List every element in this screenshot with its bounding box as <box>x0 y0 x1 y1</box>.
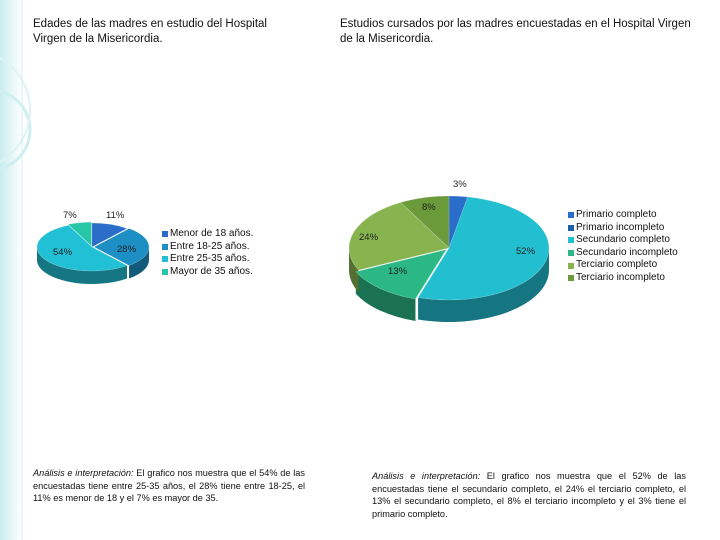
age-pie-legend: Menor de 18 años. Entre 18-25 años. Entre … <box>162 228 253 278</box>
pie1-slice-3 <box>355 249 448 300</box>
pie0-legend-label-3: Mayor de 35 años. <box>170 265 253 277</box>
pie1-legend-swatch-0 <box>568 212 574 219</box>
pie1-legend-item-2: Secundario completo <box>568 234 678 247</box>
analysis-lead-2: Análisis e interpretación: <box>372 471 481 481</box>
pie1-slice-4 <box>348 202 450 271</box>
pie1-legend-label-2: Secundario completo <box>576 234 670 246</box>
pie0-slice-1 <box>93 228 150 266</box>
pie1-legend-item-0: Primario completo <box>568 209 678 222</box>
pie1-value-label-0: 3% <box>453 179 467 190</box>
pie1-slice-2 <box>417 196 550 301</box>
pie0-slice-side-1 <box>129 247 149 279</box>
pie1-value-label-4: 24% <box>359 232 379 243</box>
pie0-legend-swatch-2 <box>162 256 168 263</box>
analysis-paragraph-2: Análisis e interpretación: El grafico no… <box>372 470 686 520</box>
pie0-slice-2 <box>36 224 128 272</box>
pie1-legend-label-0: Primario completo <box>576 209 657 220</box>
chart-2-title: Estudios cursados por las madres encuest… <box>340 18 691 45</box>
pie1-slice-side-4 <box>349 248 359 293</box>
pie1-legend-item-5: Terciario incompleto <box>568 272 678 285</box>
pie1-legend-label-4: Terciario completo <box>576 259 658 271</box>
pie0-legend-item-1: Entre 18-25 años. <box>162 241 253 254</box>
chart-1-title: Edades de las madres en estudio del Hosp… <box>33 18 267 45</box>
pie0-value-label-1: 28% <box>117 244 137 255</box>
analysis-lead-1: Análisis e interpretación: <box>33 468 134 478</box>
pie0-legend-item-3: Mayor de 35 años. <box>162 266 253 279</box>
analysis-text-1: El grafico nos muestra que el 54% de las… <box>33 468 306 503</box>
pie0-legend-item-0: Menor de 18 años. <box>162 228 253 241</box>
pie1-value-label-2: 52% <box>516 246 536 257</box>
pie1-slice-5 <box>400 195 450 249</box>
pie1-legend-swatch-1 <box>568 224 574 231</box>
pie1-legend-swatch-5 <box>568 275 574 282</box>
pie0-legend-swatch-3 <box>162 269 168 276</box>
pie0-legend-swatch-0 <box>162 231 168 238</box>
pie1-legend-item-4: Terciario completo <box>568 259 678 272</box>
pie1-slice-side-2 <box>418 248 549 322</box>
pie0-value-label-3: 7% <box>63 210 77 221</box>
pie1-value-label-3: 13% <box>388 266 408 277</box>
pie0-slice-0 <box>91 222 128 248</box>
pie1-value-label-5: 8% <box>422 202 436 213</box>
pie0-legend-label-0: Menor de 18 años. <box>170 228 254 239</box>
pie1-slice-0 <box>448 195 469 249</box>
pie1-slice-side-3 <box>355 271 416 322</box>
pie0-legend-swatch-1 <box>162 243 168 250</box>
pie0-legend-label-1: Entre 18-25 años. <box>170 240 250 252</box>
analysis-paragraph-1: Análisis e interpretación: El grafico no… <box>33 467 305 505</box>
pie1-legend-item-3: Secundario incompleto <box>568 247 678 260</box>
pie0-legend-label-2: Entre 25-35 años. <box>170 253 250 265</box>
pie1-legend-swatch-2 <box>568 237 574 244</box>
pie1-legend-item-1: Primario incompleto <box>568 222 678 235</box>
analysis-text-2: El grafico nos muestra que el 52% de las… <box>372 471 686 519</box>
pie0-value-label-2: 54% <box>53 247 73 258</box>
education-pie-legend: Primario completo Primario incompleto Secu… <box>568 209 678 285</box>
pie1-legend-swatch-4 <box>568 262 574 269</box>
pie1-legend-swatch-3 <box>568 250 574 257</box>
pie0-legend-item-2: Entre 25-35 años. <box>162 253 253 266</box>
pie1-legend-label-3: Secundario incompleto <box>576 246 678 258</box>
pie1-legend-label-5: Terciario incompleto <box>576 271 665 283</box>
pie0-slice-side-2 <box>37 247 128 284</box>
pie0-value-label-0: 11% <box>106 210 125 221</box>
pie1-legend-label-1: Primario incompleto <box>576 221 665 233</box>
pie0-slice-3 <box>67 221 92 247</box>
